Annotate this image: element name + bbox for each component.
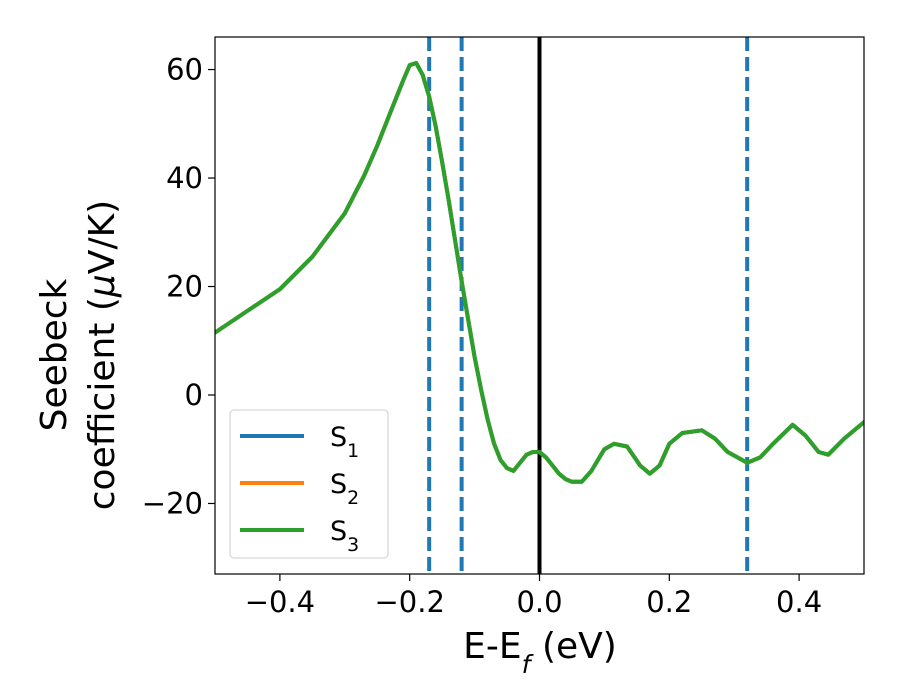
x-tick-label: −0.2 bbox=[374, 585, 444, 619]
legend-label-s2: S2 bbox=[330, 469, 359, 509]
y-tick-label: 0 bbox=[185, 378, 203, 412]
legend-box bbox=[229, 409, 389, 559]
x-axis-label: E-Ef (eV) bbox=[463, 626, 617, 679]
x-tick-label: −0.4 bbox=[245, 585, 315, 619]
legend-label-s3: S3 bbox=[330, 516, 359, 556]
y-tick-label: 60 bbox=[166, 53, 203, 87]
y-tick-label: 20 bbox=[166, 270, 203, 304]
series-line-s3 bbox=[215, 61, 864, 484]
plot-area bbox=[214, 36, 865, 575]
x-tick-label: 0.4 bbox=[776, 585, 822, 619]
y-axis-label-line2: coefficient (μV/K) bbox=[82, 200, 123, 510]
legend-label-s1: S1 bbox=[330, 422, 359, 462]
x-tick-label: 0.2 bbox=[646, 585, 692, 619]
y-tick-label: −20 bbox=[142, 486, 203, 520]
axis-ticks: −0.4 −0.2 0.0 0.2 0.4 −20 0 20 40 60 bbox=[142, 53, 822, 619]
y-tick-label: 40 bbox=[166, 161, 203, 195]
legend: S1 S2 S3 bbox=[229, 409, 389, 559]
x-tick-label: 0.0 bbox=[516, 585, 562, 619]
y-axis-label-line1: Seebeck bbox=[34, 278, 75, 431]
y-axis-label: Seebeck coefficient (μV/K) bbox=[34, 200, 123, 510]
